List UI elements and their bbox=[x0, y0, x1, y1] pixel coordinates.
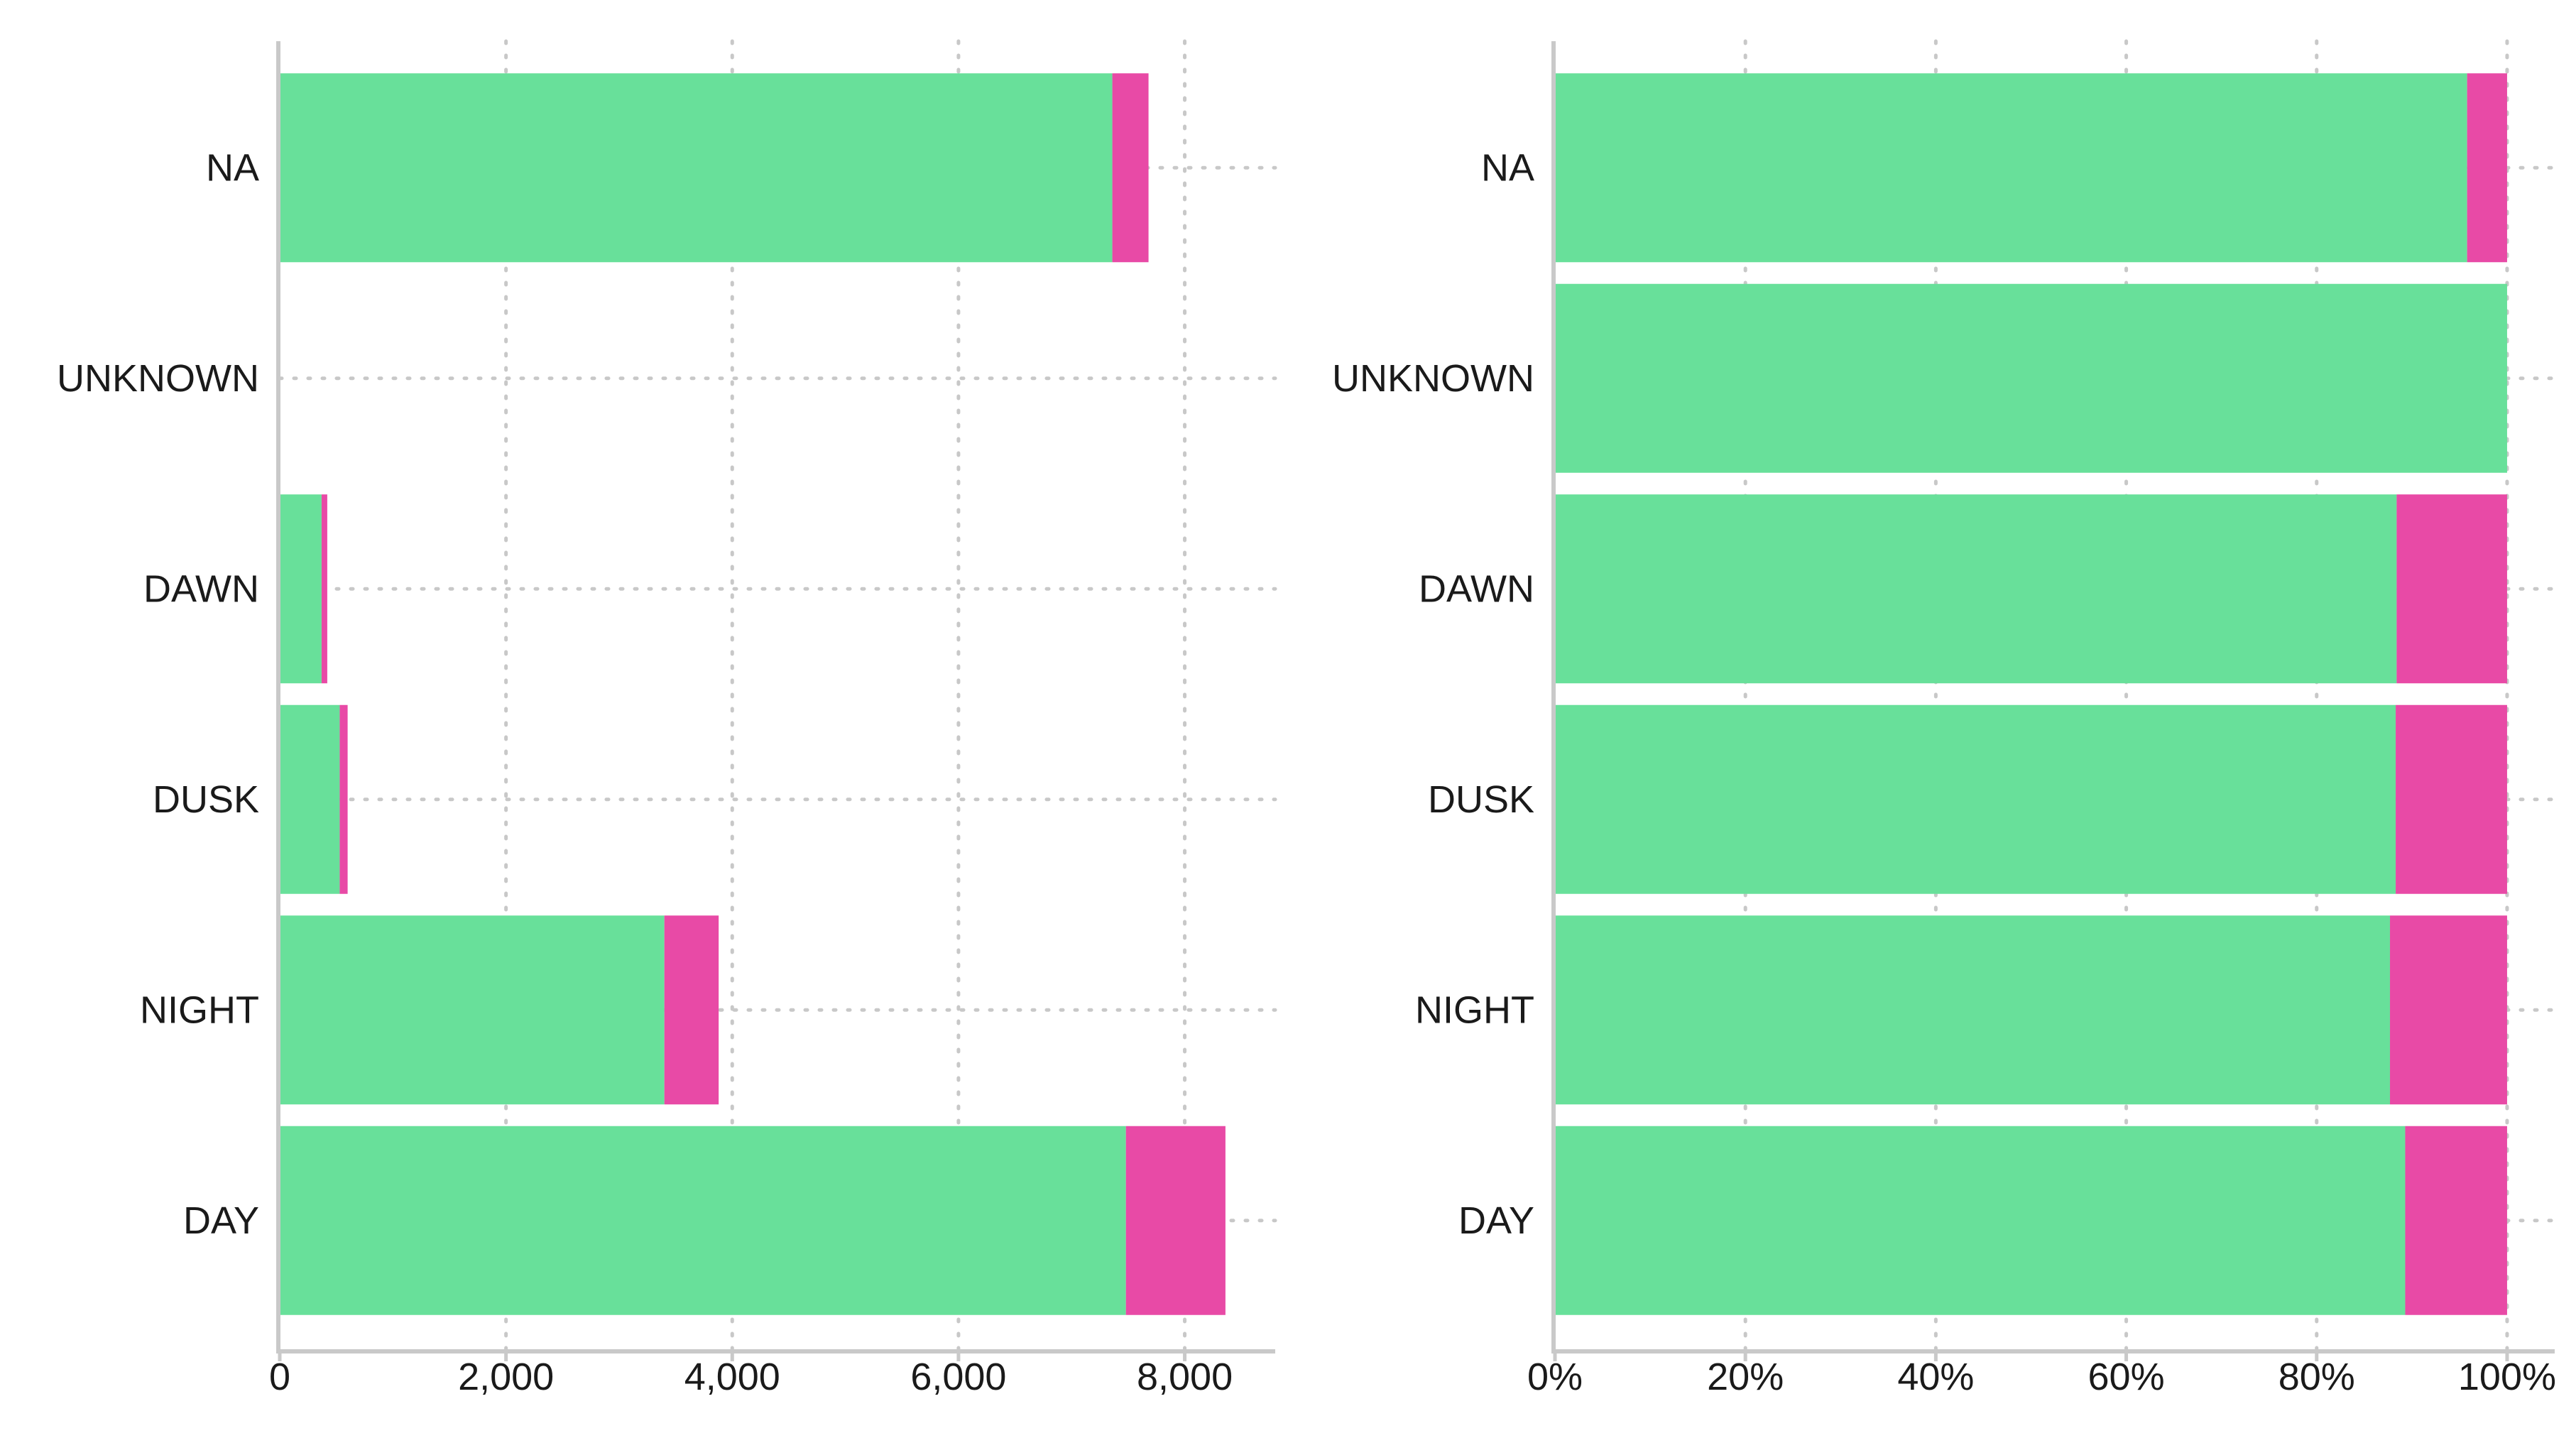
bar-segment-dusk-series-2 bbox=[2396, 704, 2507, 894]
bar-segment-na-series-1 bbox=[280, 73, 1113, 263]
bar-segment-dusk-series-1 bbox=[1555, 704, 2396, 894]
labels: DAY NIGHT DUSK DAWN UNKNOWN NA 0 2,000 4,000 6,00… bbox=[57, 146, 1233, 1398]
x-tick-label: 80% bbox=[2278, 1356, 2355, 1398]
x-tick-label: 6,000 bbox=[910, 1356, 1006, 1398]
bar-segment-na-series-2 bbox=[1112, 73, 1149, 263]
absolute-count-panel: DAY NIGHT DUSK DAWN UNKNOWN NA 0 2,000 4,000 6,00… bbox=[57, 39, 1277, 1398]
x-tick-label: 20% bbox=[1707, 1356, 1784, 1398]
category-label: DAWN bbox=[1419, 567, 1534, 610]
bar-segment-na-series-1 bbox=[1555, 73, 2467, 263]
x-tick-label: 8,000 bbox=[1137, 1356, 1233, 1398]
bar-segment-unknown-series-1 bbox=[1555, 283, 2507, 473]
x-tick-label: 60% bbox=[2088, 1356, 2165, 1398]
category-label: DAY bbox=[183, 1199, 259, 1242]
percentage-panel: DAY NIGHT DUSK DAWN UNKNOWN NA 0% 20% 40% 60% 80% 1… bbox=[1332, 39, 2557, 1398]
x-tick-label: 0 bbox=[269, 1356, 290, 1398]
axes bbox=[1551, 41, 2555, 1361]
bar-segment-na-series-2 bbox=[2467, 73, 2507, 263]
x-tick-label: 4,000 bbox=[684, 1356, 780, 1398]
category-label: NA bbox=[1481, 146, 1534, 189]
bar-segment-night-series-2 bbox=[2390, 915, 2507, 1105]
category-label: NA bbox=[206, 146, 259, 189]
category-label: DAY bbox=[1458, 1199, 1534, 1242]
x-tick-label: 40% bbox=[1897, 1356, 1974, 1398]
bar-segment-night-series-1 bbox=[1555, 915, 2391, 1105]
category-label: NIGHT bbox=[140, 988, 259, 1031]
bar-segment-dusk-series-2 bbox=[339, 704, 348, 894]
bars bbox=[1555, 73, 2507, 1315]
bar-segment-dawn-series-2 bbox=[321, 494, 327, 684]
category-label: UNKNOWN bbox=[57, 357, 259, 400]
bar-segment-dawn-series-1 bbox=[280, 494, 322, 684]
category-label: UNKNOWN bbox=[1332, 357, 1534, 400]
bar-segment-night-series-2 bbox=[664, 915, 719, 1105]
axes bbox=[276, 41, 1275, 1361]
bars bbox=[280, 73, 1226, 1315]
bar-segment-night-series-1 bbox=[280, 915, 665, 1105]
x-tick-label: 0% bbox=[1527, 1356, 1583, 1398]
x-tick-label: 100% bbox=[2458, 1356, 2556, 1398]
category-label: DUSK bbox=[1428, 778, 1534, 821]
bar-segment-dawn-series-1 bbox=[1555, 494, 2397, 684]
bar-segment-day-series-1 bbox=[280, 1126, 1126, 1315]
category-label: NIGHT bbox=[1415, 988, 1534, 1031]
labels: DAY NIGHT DUSK DAWN UNKNOWN NA 0% 20% 40% 60% 80% 1… bbox=[1332, 146, 2556, 1398]
bar-segment-dusk-series-1 bbox=[280, 704, 340, 894]
bar-segment-day-series-1 bbox=[1555, 1126, 2406, 1315]
category-label: DAWN bbox=[143, 567, 259, 610]
bar-segment-day-series-2 bbox=[1125, 1126, 1226, 1315]
bar-segment-day-series-2 bbox=[2405, 1126, 2507, 1315]
category-label: DUSK bbox=[153, 778, 259, 821]
x-tick-label: 2,000 bbox=[458, 1356, 554, 1398]
bar-segment-dawn-series-2 bbox=[2396, 494, 2507, 684]
